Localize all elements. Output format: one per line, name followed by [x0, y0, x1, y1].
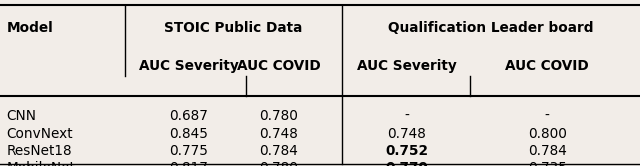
- Text: 0.780: 0.780: [259, 109, 298, 123]
- Text: 0.780: 0.780: [259, 161, 298, 166]
- Text: CNN: CNN: [6, 109, 36, 123]
- Text: STOIC Public Data: STOIC Public Data: [164, 21, 303, 35]
- Text: ConvNext: ConvNext: [6, 127, 73, 141]
- Text: 0.752: 0.752: [385, 144, 428, 158]
- Text: 0.784: 0.784: [528, 144, 566, 158]
- Text: 0.817: 0.817: [170, 161, 208, 166]
- Text: 0.748: 0.748: [387, 127, 426, 141]
- Text: 0.735: 0.735: [528, 161, 566, 166]
- Text: Model: Model: [6, 21, 53, 35]
- Text: 0.800: 0.800: [528, 127, 566, 141]
- Text: AUC COVID: AUC COVID: [506, 59, 589, 73]
- Text: Qualification Leader board: Qualification Leader board: [388, 21, 594, 35]
- Text: ResNet18: ResNet18: [6, 144, 72, 158]
- Text: AUC COVID: AUC COVID: [237, 59, 320, 73]
- Text: 0.748: 0.748: [259, 127, 298, 141]
- Text: -: -: [404, 109, 409, 123]
- Text: MobileNet: MobileNet: [6, 161, 76, 166]
- Text: -: -: [545, 109, 550, 123]
- Text: 0.775: 0.775: [170, 144, 208, 158]
- Text: AUC Severity: AUC Severity: [139, 59, 239, 73]
- Text: AUC Severity: AUC Severity: [356, 59, 456, 73]
- Text: 0.687: 0.687: [170, 109, 208, 123]
- Text: 0.845: 0.845: [170, 127, 208, 141]
- Text: 0.779: 0.779: [385, 161, 428, 166]
- Text: 0.784: 0.784: [259, 144, 298, 158]
